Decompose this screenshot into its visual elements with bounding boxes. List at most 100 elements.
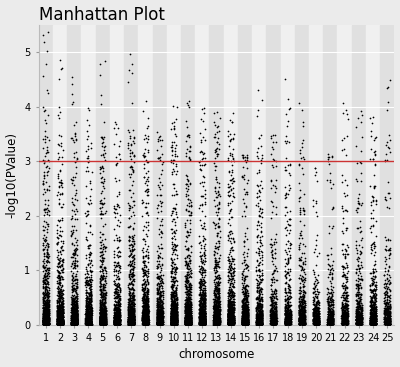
- Point: [301, 320, 307, 326]
- Point: [258, 301, 264, 307]
- Point: [282, 320, 288, 326]
- Point: [186, 284, 193, 290]
- Point: [100, 318, 106, 324]
- Point: [368, 280, 375, 286]
- Point: [71, 301, 77, 307]
- Point: [115, 306, 121, 312]
- Point: [74, 217, 80, 222]
- Point: [184, 310, 190, 316]
- Point: [72, 318, 79, 324]
- Point: [43, 319, 50, 325]
- Point: [298, 310, 304, 316]
- Point: [185, 277, 191, 283]
- Point: [354, 160, 360, 166]
- Point: [254, 190, 260, 196]
- Point: [254, 318, 260, 324]
- Point: [172, 271, 178, 277]
- Point: [326, 315, 332, 320]
- Point: [142, 319, 148, 325]
- Point: [226, 314, 232, 320]
- Point: [57, 310, 63, 316]
- Point: [272, 305, 278, 311]
- Point: [224, 319, 231, 325]
- Point: [283, 290, 289, 296]
- Point: [42, 308, 48, 314]
- Point: [144, 279, 151, 284]
- Point: [72, 246, 78, 251]
- Point: [202, 319, 208, 325]
- Point: [259, 314, 266, 320]
- Point: [211, 306, 217, 312]
- Point: [159, 321, 166, 327]
- Point: [340, 312, 347, 318]
- Point: [184, 181, 190, 187]
- Point: [99, 255, 105, 261]
- Point: [142, 153, 148, 159]
- Point: [339, 301, 346, 306]
- Point: [111, 312, 118, 318]
- Point: [112, 315, 119, 321]
- Point: [102, 311, 108, 317]
- Point: [339, 321, 345, 327]
- Point: [383, 302, 389, 308]
- Point: [169, 319, 176, 324]
- Point: [244, 308, 250, 314]
- Point: [84, 315, 90, 321]
- Point: [354, 320, 360, 326]
- Point: [59, 316, 66, 322]
- Point: [212, 312, 218, 317]
- Point: [316, 310, 322, 316]
- Point: [125, 307, 132, 313]
- Point: [97, 313, 104, 319]
- Point: [384, 292, 391, 298]
- Point: [339, 314, 346, 320]
- Point: [184, 320, 191, 326]
- Point: [256, 316, 262, 322]
- Point: [186, 319, 192, 324]
- Point: [214, 303, 221, 309]
- Point: [116, 321, 122, 327]
- Point: [74, 197, 80, 203]
- Point: [297, 285, 303, 291]
- Point: [259, 311, 265, 317]
- Point: [111, 313, 117, 319]
- Point: [84, 321, 90, 327]
- Point: [154, 321, 160, 327]
- Point: [339, 294, 346, 300]
- Point: [273, 312, 280, 318]
- Point: [300, 317, 306, 323]
- Point: [326, 312, 332, 318]
- Point: [102, 321, 109, 327]
- Point: [229, 319, 236, 324]
- Point: [216, 318, 223, 324]
- Point: [44, 314, 51, 320]
- Point: [229, 275, 236, 281]
- Point: [184, 188, 191, 194]
- Point: [88, 320, 94, 326]
- Point: [212, 297, 218, 303]
- Point: [370, 319, 376, 325]
- Point: [154, 319, 161, 325]
- Point: [215, 220, 222, 226]
- Point: [155, 318, 162, 324]
- Point: [370, 319, 377, 324]
- Point: [168, 317, 174, 323]
- Point: [186, 310, 192, 316]
- Point: [41, 301, 48, 306]
- Point: [226, 319, 232, 325]
- Point: [354, 317, 360, 323]
- Point: [385, 317, 392, 323]
- Point: [214, 317, 220, 323]
- Point: [72, 319, 78, 325]
- Point: [40, 291, 46, 297]
- Point: [102, 300, 108, 306]
- Point: [228, 283, 235, 289]
- Point: [129, 149, 135, 155]
- Point: [100, 314, 106, 320]
- Point: [300, 318, 307, 324]
- Point: [216, 319, 223, 325]
- Point: [243, 313, 249, 319]
- Point: [229, 320, 235, 326]
- Point: [88, 283, 94, 288]
- Point: [282, 321, 289, 327]
